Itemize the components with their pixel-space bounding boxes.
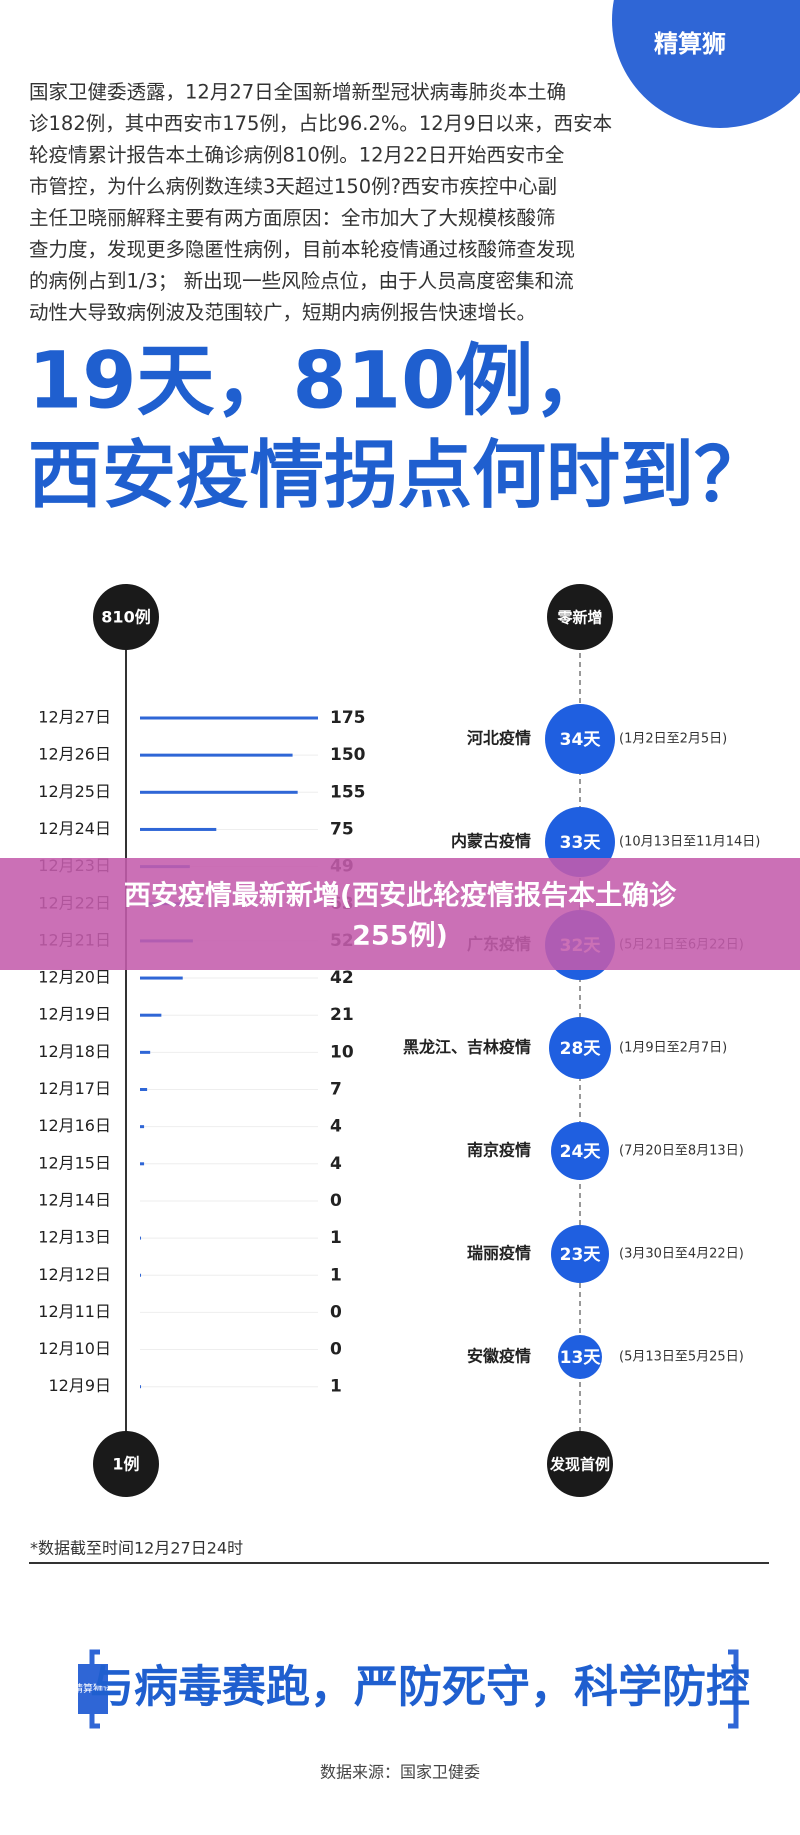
value-label: 1: [330, 1265, 342, 1285]
bar: [140, 1236, 142, 1240]
category-label: 12月15日: [38, 1153, 111, 1172]
day-circle: [549, 1017, 611, 1079]
category-label: 12月11日: [38, 1302, 111, 1321]
badge-bg: [78, 1664, 108, 1714]
bottom-badge: [93, 1431, 159, 1497]
bar: [140, 1385, 142, 1389]
header-line: 主任卫晓丽解释主要有两方面原因：全市加大了大规模核酸筛: [29, 207, 556, 230]
header-line: 查力度，发现更多隐匿性病例，目前本轮疫情通过核酸筛查发现: [29, 238, 575, 261]
header-line: 诊182例，其中西安市175例，占比96.2%。12月9日以来，西安本: [29, 112, 612, 135]
category-label: 12月26日: [38, 745, 111, 764]
bar: [140, 753, 293, 757]
day-circle: [551, 1122, 609, 1180]
bar: [140, 1273, 142, 1277]
value-label: 10: [330, 1042, 354, 1062]
period: (3月30日至4月22日): [619, 1247, 744, 1262]
category-label: 12月10日: [38, 1339, 111, 1358]
days: 28天: [560, 1039, 602, 1059]
header-line: 的病例占到1/3； 新出现一些风险点位，由于人员高度密集和流: [29, 270, 574, 293]
title: 19天，810例，: [28, 336, 611, 426]
period: (10月13日至11月14日): [619, 835, 760, 850]
header-line: 轮疫情累计报告本土确诊病例810例。12月22日开始西安市全: [29, 144, 565, 167]
bar: [140, 716, 318, 720]
value-label: 175: [330, 708, 366, 728]
value-label: 75: [330, 819, 354, 839]
header-line: 国家卫健委透露，12月27日全国新增新型冠状病毒肺炎本土确: [29, 81, 566, 104]
value-label: 0: [330, 1191, 342, 1211]
category-label: 12月14日: [38, 1190, 111, 1209]
logo: 精算狮: [654, 30, 726, 58]
category-label: 12月16日: [38, 1116, 111, 1135]
bar: [140, 790, 298, 794]
header-line: 市管控，为什么病例数连续3天超过150例?西安市疾控中心副: [29, 175, 557, 198]
value-label: 0: [330, 1340, 342, 1360]
event-name: 内蒙古疫情: [451, 832, 531, 851]
period: (5月13日至5月25日): [619, 1350, 744, 1365]
category-label: 12月13日: [38, 1228, 111, 1247]
bar: [140, 976, 183, 980]
day-circle: [551, 1225, 609, 1283]
top-badge: [547, 584, 613, 650]
value-label: 1: [330, 1377, 342, 1397]
category-label: 12月19日: [38, 1005, 111, 1024]
days: 34天: [560, 730, 602, 750]
value-label: 4: [330, 1154, 342, 1174]
banner-text: 255例): [352, 921, 448, 952]
logo-circle: [612, 0, 800, 128]
bottom-label: 1例: [112, 1455, 139, 1474]
banner: [0, 858, 800, 970]
bar: [140, 1013, 162, 1017]
value-label: 0: [330, 1302, 342, 1322]
slogan-badge: 精算狮语: [73, 1682, 113, 1695]
category-label: 12月17日: [38, 1079, 111, 1098]
period: (7月20日至8月13日): [619, 1144, 744, 1159]
bar: [140, 1125, 145, 1129]
day-circle: [545, 704, 615, 774]
value-label: 150: [330, 745, 366, 765]
value-label: 155: [330, 782, 366, 802]
event-name: 黑龙江、吉林疫情: [403, 1038, 531, 1057]
header-line: 动性大导致病例波及范围较广，短期内病例报告快速增长。: [29, 301, 536, 324]
value-label: 21: [330, 1005, 354, 1025]
value-label: 7: [330, 1080, 342, 1100]
bottom-badge: [547, 1431, 613, 1497]
category-label: 12月24日: [38, 819, 111, 838]
category-label: 12月18日: [38, 1042, 111, 1061]
bar: [140, 1050, 151, 1054]
event-name: 河北疫情: [467, 729, 531, 748]
category-label: 12月12日: [38, 1265, 111, 1284]
category-label: 12月20日: [38, 968, 111, 987]
footnote: *数据截至时间12月27日24时: [30, 1539, 243, 1558]
top-label: 810例: [101, 608, 150, 627]
day-circle: [558, 1335, 602, 1379]
title: 西安疫情拐点何时到？: [28, 433, 768, 519]
period: (1月9日至2月7日): [619, 1041, 727, 1056]
period: (1月2日至2月5日): [619, 732, 727, 747]
source: 数据来源：国家卫健委: [320, 1763, 480, 1782]
category-label: 12月27日: [38, 708, 111, 727]
bar: [140, 827, 217, 831]
event-name: 南京疫情: [467, 1141, 531, 1160]
days: 13天: [560, 1348, 602, 1368]
category-label: 12月9日: [48, 1376, 111, 1395]
event-name: 瑞丽疫情: [467, 1244, 531, 1263]
bar: [140, 1162, 145, 1166]
value-label: 4: [330, 1117, 342, 1137]
banner-text: 西安疫情最新新增(西安此轮疫情报告本土确诊: [124, 880, 677, 912]
slogan: 与病毒赛跑，严防死守，科学防控: [90, 1662, 750, 1713]
days: 33天: [560, 833, 602, 853]
value-label: 42: [330, 968, 354, 988]
days: 24天: [560, 1142, 602, 1162]
category-label: 12月25日: [38, 782, 111, 801]
timeline-top-label: 零新增: [556, 609, 602, 627]
timeline-bottom-label: 发现首例: [549, 1456, 610, 1474]
event-name: 安徽疫情: [467, 1347, 531, 1366]
top-badge: [93, 584, 159, 650]
days: 23天: [560, 1245, 602, 1265]
value-label: 1: [330, 1228, 342, 1248]
bar: [140, 1088, 148, 1091]
